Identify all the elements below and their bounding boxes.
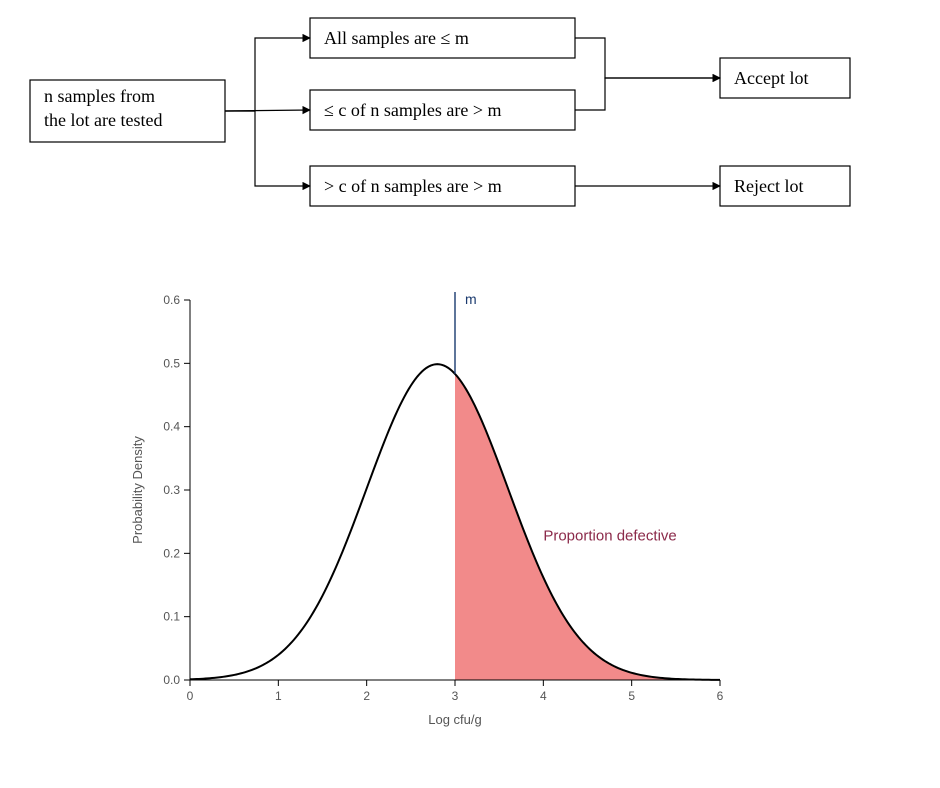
x-axis-label: Log cfu/g (428, 712, 482, 727)
flow-node-label-cond2-0: ≤ c of n samples are > m (324, 100, 501, 120)
y-tick-label: 0.5 (163, 356, 180, 370)
x-tick-label: 2 (363, 689, 370, 703)
x-tick-label: 6 (717, 689, 724, 703)
x-tick-label: 4 (540, 689, 547, 703)
x-tick-label: 0 (187, 689, 194, 703)
y-axis-label: Probability Density (130, 436, 145, 544)
y-tick-label: 0.1 (163, 610, 180, 624)
x-tick-label: 1 (275, 689, 282, 703)
y-tick-label: 0.3 (163, 483, 180, 497)
y-tick-label: 0.2 (163, 546, 180, 560)
flow-node-label-cond3-0: > c of n samples are > m (324, 176, 502, 196)
flow-edge-start-cond1 (225, 38, 310, 111)
flow-edge-start-cond3 (225, 111, 310, 186)
y-tick-label: 0.6 (163, 293, 180, 307)
flowchart: n samples from the lot are tested All samp… (0, 0, 940, 260)
density-chart-svg: m 0 1 2 3 4 5 6 0.0 0.1 0.2 0.3 0.4 0.5 0.6 Log cfu/g Pr… (0, 260, 940, 760)
flow-node-label-start-1: the lot are tested (44, 110, 162, 130)
density-chart: m 0 1 2 3 4 5 6 0.0 0.1 0.2 0.3 0.4 0.5 0.6 Log cfu/g Pr… (0, 260, 940, 760)
x-tick-label: 3 (452, 689, 459, 703)
y-tick-label: 0.0 (163, 673, 180, 687)
flow-node-label-start-0: n samples from (44, 86, 155, 106)
flow-node-label-cond1-0: All samples are ≤ m (324, 28, 469, 48)
flowchart-svg: n samples from the lot are tested All samp… (0, 0, 940, 260)
y-tick-label: 0.4 (163, 420, 180, 434)
flow-edge-cond2-accept (575, 78, 720, 110)
m-label: m (465, 291, 477, 307)
flow-node-label-accept-0: Accept lot (734, 68, 808, 88)
x-tick-label: 5 (628, 689, 635, 703)
proportion-defective-label: Proportion defective (543, 528, 676, 545)
flow-edge-cond1-accept (575, 38, 720, 78)
flow-node-label-reject-0: Reject lot (734, 176, 803, 196)
